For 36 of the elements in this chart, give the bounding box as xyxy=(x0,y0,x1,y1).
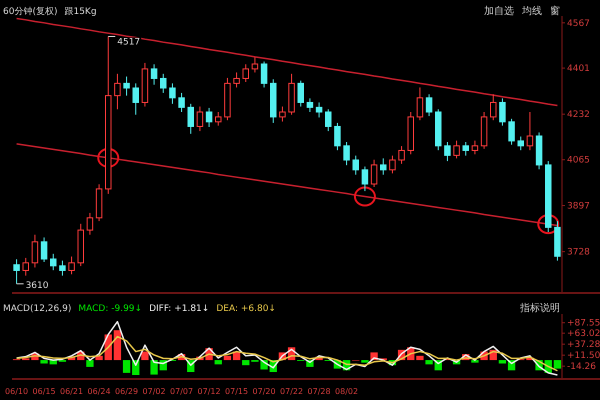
text: DEA: +6.80↓ xyxy=(216,304,276,314)
x-tick-label: 06/21 xyxy=(60,387,84,396)
y-tick-label: +11.50 xyxy=(567,351,600,362)
x-tick-label: 06/15 xyxy=(32,387,56,396)
text: MACD: -9.99↓ xyxy=(78,304,142,314)
y-tick-label: 4232 xyxy=(567,110,590,120)
x-tick-label: 07/02 xyxy=(142,387,166,396)
chart-title: MACD(12,26,9) xyxy=(3,304,72,314)
x-tick-label: 07/20 xyxy=(252,387,276,396)
chart-subtitle: 跟15Kg xyxy=(64,6,97,17)
annotation: 均线 xyxy=(521,5,542,17)
x-tick-label: 07/15 xyxy=(225,387,248,396)
y-tick-label: 3728 xyxy=(567,248,590,258)
x-tick-label: 07/22 xyxy=(280,387,304,396)
annotation: 窗 xyxy=(550,5,560,17)
x-tick-label: 06/29 xyxy=(115,387,138,396)
y-tick-label: 4065 xyxy=(567,156,590,166)
x-tick-label: 07/28 xyxy=(308,387,331,396)
annotation: 4517 xyxy=(117,37,140,48)
x-tick-label: 06/24 xyxy=(88,387,111,396)
x-tick-label: 07/07 xyxy=(170,387,194,396)
y-tick-label: +63.02 xyxy=(567,329,600,340)
x-tick-label: 07/12 xyxy=(198,387,221,396)
x-tick-label: 08/02 xyxy=(335,387,358,396)
y-tick-label: +37.28 xyxy=(567,340,600,350)
y-tick-label: +87.55 xyxy=(567,318,600,329)
chart-title: 60分钟(复权) xyxy=(3,6,58,17)
text: DIFF: +1.81↓ xyxy=(149,304,210,314)
annotation: 3610 xyxy=(26,280,49,291)
annotation: 加自选 xyxy=(484,5,514,17)
y-tick-label: 4401 xyxy=(567,64,590,74)
x-tick-label: 06/10 xyxy=(5,387,28,396)
y-tick-label: 4567 xyxy=(567,18,590,29)
y-tick-label: -14.26 xyxy=(567,362,596,372)
y-tick-label: 3897 xyxy=(567,202,590,212)
annotation: 指标说明 xyxy=(519,302,560,314)
